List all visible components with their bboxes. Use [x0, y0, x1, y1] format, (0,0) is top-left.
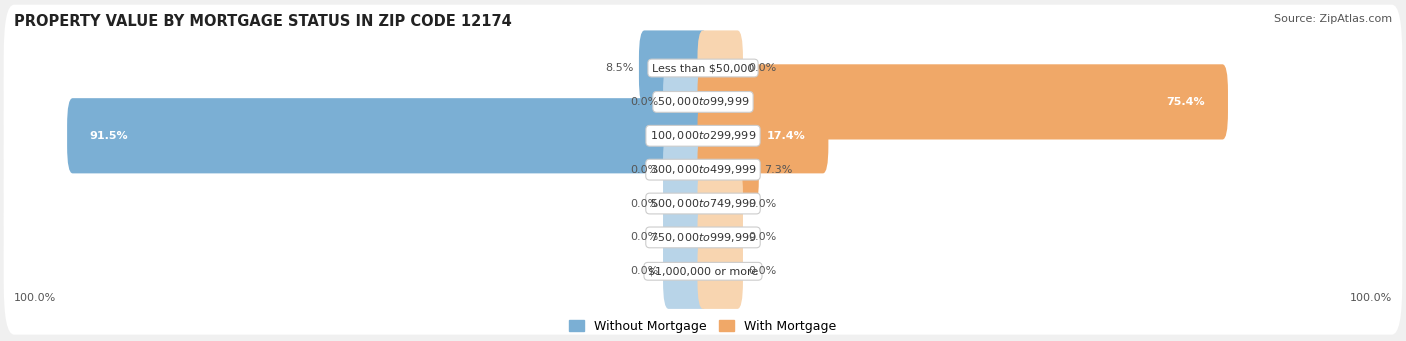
FancyBboxPatch shape: [697, 200, 742, 275]
FancyBboxPatch shape: [664, 64, 709, 139]
FancyBboxPatch shape: [697, 98, 828, 173]
Text: Less than $50,000: Less than $50,000: [652, 63, 754, 73]
Text: 7.3%: 7.3%: [763, 165, 792, 175]
Text: 100.0%: 100.0%: [14, 293, 56, 303]
Text: 0.0%: 0.0%: [748, 233, 776, 242]
Legend: Without Mortgage, With Mortgage: Without Mortgage, With Mortgage: [564, 315, 842, 338]
FancyBboxPatch shape: [664, 200, 709, 275]
Text: 0.0%: 0.0%: [748, 63, 776, 73]
Text: 0.0%: 0.0%: [748, 266, 776, 276]
FancyBboxPatch shape: [638, 30, 709, 106]
FancyBboxPatch shape: [4, 39, 1402, 165]
FancyBboxPatch shape: [664, 166, 709, 241]
Text: 0.0%: 0.0%: [630, 97, 658, 107]
Text: $50,000 to $99,999: $50,000 to $99,999: [657, 95, 749, 108]
Text: $1,000,000 or more: $1,000,000 or more: [648, 266, 758, 276]
Text: 17.4%: 17.4%: [766, 131, 806, 141]
Text: 0.0%: 0.0%: [630, 266, 658, 276]
FancyBboxPatch shape: [4, 140, 1402, 267]
FancyBboxPatch shape: [697, 166, 742, 241]
FancyBboxPatch shape: [4, 106, 1402, 233]
Text: 0.0%: 0.0%: [748, 198, 776, 209]
Text: $100,000 to $299,999: $100,000 to $299,999: [650, 129, 756, 142]
FancyBboxPatch shape: [4, 208, 1402, 335]
FancyBboxPatch shape: [4, 72, 1402, 199]
FancyBboxPatch shape: [697, 132, 759, 207]
FancyBboxPatch shape: [697, 64, 1227, 139]
Text: 0.0%: 0.0%: [630, 165, 658, 175]
Text: 0.0%: 0.0%: [630, 233, 658, 242]
Text: $300,000 to $499,999: $300,000 to $499,999: [650, 163, 756, 176]
Text: $500,000 to $749,999: $500,000 to $749,999: [650, 197, 756, 210]
Text: 100.0%: 100.0%: [1350, 293, 1392, 303]
FancyBboxPatch shape: [4, 174, 1402, 301]
Text: 91.5%: 91.5%: [90, 131, 128, 141]
Text: 0.0%: 0.0%: [630, 198, 658, 209]
Text: 75.4%: 75.4%: [1167, 97, 1205, 107]
Text: Source: ZipAtlas.com: Source: ZipAtlas.com: [1274, 14, 1392, 24]
Text: $750,000 to $999,999: $750,000 to $999,999: [650, 231, 756, 244]
FancyBboxPatch shape: [664, 132, 709, 207]
FancyBboxPatch shape: [4, 5, 1402, 131]
FancyBboxPatch shape: [697, 234, 742, 309]
FancyBboxPatch shape: [67, 98, 709, 173]
Text: 8.5%: 8.5%: [606, 63, 634, 73]
FancyBboxPatch shape: [664, 234, 709, 309]
FancyBboxPatch shape: [697, 30, 742, 106]
Text: PROPERTY VALUE BY MORTGAGE STATUS IN ZIP CODE 12174: PROPERTY VALUE BY MORTGAGE STATUS IN ZIP…: [14, 14, 512, 29]
